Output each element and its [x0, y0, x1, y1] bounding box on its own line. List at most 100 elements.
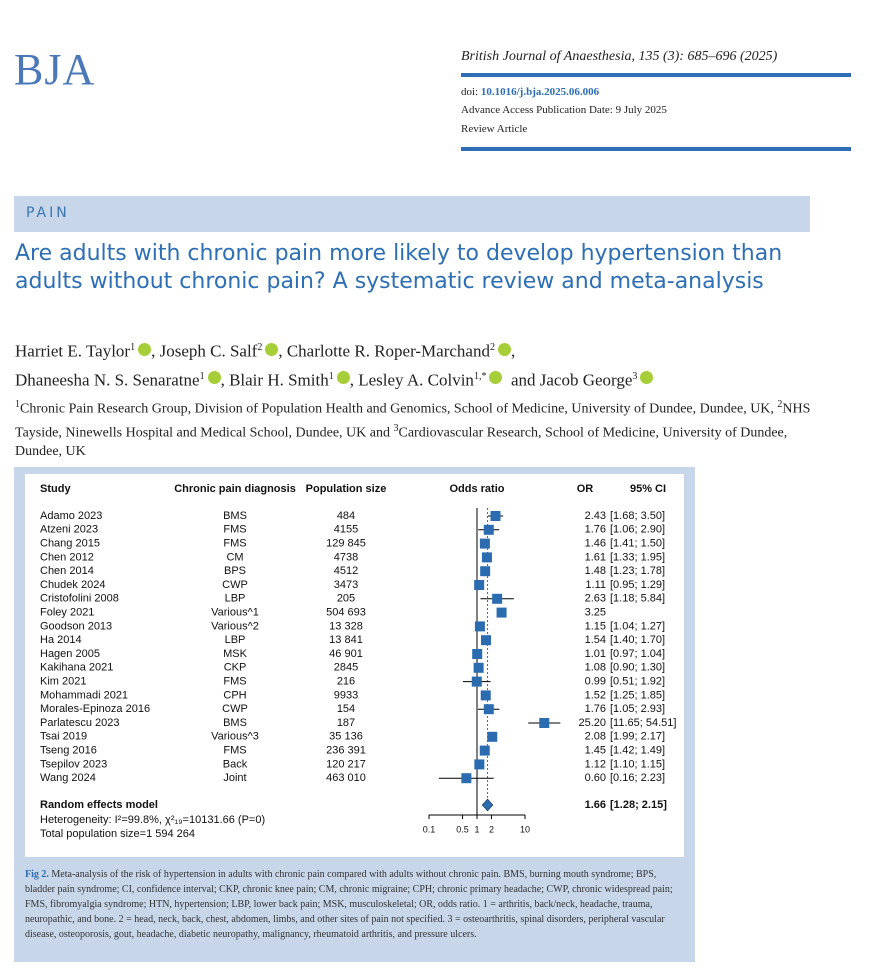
author-separator: , [278, 341, 283, 361]
diagnosis: FMS [223, 676, 246, 688]
figure: Study Chronic pain diagnosis Population si… [14, 467, 695, 962]
diagnosis: Various^2 [211, 620, 259, 632]
ci-label: [0.16; 2.23] [610, 772, 665, 784]
ci-label: [11.65; 54.51] [610, 717, 676, 729]
article-type: Review Article [461, 123, 528, 135]
diagnosis: CPH [223, 689, 246, 701]
summary-ci: [1.28; 2.15] [610, 799, 667, 811]
study-name: Goodson 2013 [40, 620, 112, 632]
ci-label: [1.99; 2.17] [610, 731, 665, 743]
odds-ratio-label: 1.08 [585, 662, 606, 674]
ci-label: [1.18; 5.84] [610, 593, 665, 605]
odds-ratio-label: 1.45 [585, 745, 606, 757]
population-size: 154 [337, 703, 355, 715]
odds-ratio-label: 1.46 [585, 538, 606, 550]
ci-label: [1.04; 1.27] [610, 620, 665, 632]
diagnosis: CWP [222, 703, 248, 715]
ci-label: [1.23; 1.78] [610, 565, 665, 577]
orcid-icon [265, 342, 279, 356]
author-affiliation-mark: 2 [489, 342, 495, 353]
orcid-icon [497, 342, 511, 356]
odds-ratio-label: 1.61 [585, 551, 606, 563]
rule [461, 73, 851, 77]
study-name: Parlatescu 2023 [40, 717, 120, 729]
study-name: Kakihana 2021 [40, 662, 113, 674]
odds-ratio-marker [461, 773, 472, 784]
ci-label: [1.68; 3.50] [610, 510, 665, 522]
diagnosis: CM [226, 551, 243, 563]
author-affiliation-mark: 1 [328, 370, 334, 382]
odds-ratio-label: 1.54 [585, 634, 606, 646]
population-size: 3473 [334, 579, 358, 591]
journal-citation: British Journal of Anaesthesia, 135 (3):… [461, 49, 778, 64]
odds-ratio-marker [492, 593, 503, 604]
column-header: Odds ratio [449, 483, 504, 495]
study-name: Atzeni 2023 [40, 524, 98, 536]
orcid-icon [138, 342, 152, 356]
odds-ratio-label: 1.11 [585, 579, 606, 591]
affiliation-mark: 3 [393, 422, 399, 434]
affiliations: 1Chronic Pain Research Group, Division o… [15, 395, 815, 461]
column-header: 95% CI [630, 483, 666, 495]
study-name: Hagen 2005 [40, 648, 100, 660]
journal-logo: BJA [14, 45, 96, 94]
affiliation-mark: 2 [777, 399, 783, 410]
ci-label: [1.42; 1.49] [610, 745, 665, 757]
odds-ratio-marker [474, 621, 485, 632]
odds-ratio-label: 3.25 [585, 607, 606, 619]
diagnosis: Back [223, 758, 248, 770]
author-separator: , [151, 341, 156, 361]
population-size: 35 136 [329, 731, 363, 743]
odds-ratio-label: 2.43 [585, 510, 606, 522]
author-separator: , [349, 370, 354, 390]
rule [461, 147, 851, 151]
study-name: Mohammadi 2021 [40, 689, 128, 701]
odds-ratio-marker [487, 731, 498, 742]
odds-ratio-label: 0.99 [585, 676, 606, 688]
diagnosis: Joint [223, 772, 246, 784]
diagnosis: FMS [223, 524, 246, 536]
orcid-icon [336, 371, 350, 385]
advance-access: Advance Access Publication Date: 9 July … [461, 104, 667, 116]
ci-label: [1.05; 2.93] [610, 703, 665, 715]
doi-line: doi: 10.1016/j.bja.2025.06.006 [461, 86, 599, 98]
ci-label: [0.97; 1.04] [610, 648, 665, 660]
author-separator: , [220, 370, 225, 390]
population-size: 187 [337, 717, 355, 729]
population-size: 9933 [334, 689, 358, 701]
odds-ratio-marker [474, 759, 485, 770]
odds-ratio-label: 25.20 [578, 717, 606, 729]
diagnosis: BMS [223, 510, 247, 522]
population-size: 4512 [334, 565, 358, 577]
affiliation-text: Cardiovascular Research, School of Medic… [15, 425, 788, 460]
odds-ratio-label: 1.15 [585, 620, 606, 632]
population-size: 236 391 [326, 745, 366, 757]
column-header: Chronic pain diagnosis [174, 483, 296, 495]
odds-ratio-marker [496, 607, 507, 618]
diagnosis: CWP [222, 579, 248, 591]
odds-ratio-marker [483, 704, 494, 715]
affiliation-text: Chronic Pain Research Group, Division of… [20, 401, 778, 417]
author-name: Blair H. Smith [229, 370, 329, 390]
doi-link[interactable]: 10.1016/j.bja.2025.06.006 [480, 86, 600, 98]
x-tick-label: 0.5 [456, 824, 469, 834]
ci-label: [1.25; 1.85] [610, 689, 665, 701]
study-name: Tsai 2019 [40, 731, 87, 743]
summary-name: Random effects model [40, 799, 158, 811]
study-name: Tseng 2016 [40, 745, 97, 757]
odds-ratio-marker [483, 524, 494, 535]
ci-label: [0.90; 1.30] [610, 662, 665, 674]
odds-ratio-label: 0.60 [585, 772, 606, 784]
column-header: OR [577, 483, 594, 495]
odds-ratio-marker [472, 649, 483, 659]
population-size: 504 693 [326, 607, 366, 619]
odds-ratio-marker [479, 745, 490, 756]
diagnosis: FMS [223, 538, 246, 550]
study-name: Morales-Epinoza 2016 [40, 703, 150, 715]
population-size: 216 [337, 676, 355, 688]
diagnosis: BPS [224, 565, 246, 577]
population-size: 484 [337, 510, 355, 522]
diagnosis: Various^1 [211, 607, 259, 619]
diagnosis: FMS [223, 745, 246, 757]
